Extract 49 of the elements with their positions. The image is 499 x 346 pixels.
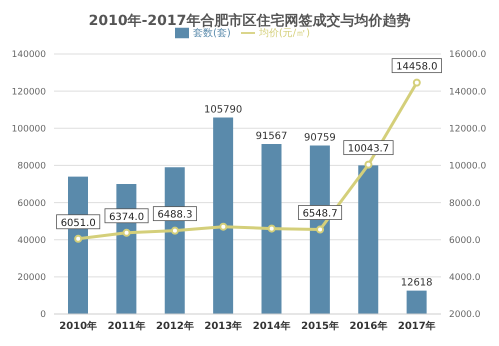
point <box>316 226 324 234</box>
x-tick-label: 2017年 <box>398 320 436 332</box>
y2-tick-label: 4000.0 <box>449 273 481 284</box>
y-tick-label: 20000 <box>17 273 46 284</box>
y2-tick-label: 16000.0 <box>449 50 486 60</box>
data-label: 14458.0 <box>396 62 438 73</box>
y-tick-label: 0 <box>40 310 46 320</box>
x-tick-label: 2013年 <box>204 320 242 332</box>
bar <box>406 290 427 314</box>
data-label: 91567 <box>256 130 288 142</box>
x-tick-label: 2014年 <box>252 320 291 332</box>
y-tick-label: 60000 <box>17 198 46 209</box>
point <box>74 234 82 243</box>
data-label: 6051.0 <box>60 218 96 229</box>
point <box>170 226 179 235</box>
point <box>219 222 228 231</box>
chart-title: 2010年-2017年合肥市区住宅网签成交与均价趋势 <box>88 12 412 29</box>
y2-tick-label: 14000.0 <box>449 87 486 98</box>
point <box>122 228 131 237</box>
data-label: 6374.0 <box>109 212 144 223</box>
point <box>364 160 372 169</box>
legend-label: 套数(套) <box>193 28 231 39</box>
point <box>268 224 276 233</box>
x-tick-label: 2011年 <box>108 320 146 332</box>
bar <box>213 118 234 314</box>
y2-tick-label: 10000.0 <box>449 162 486 172</box>
data-label: 10043.7 <box>348 144 390 155</box>
point <box>412 78 421 87</box>
x-tick-label: 2010年 <box>59 320 98 332</box>
y2-tick-label: 12000.0 <box>449 124 486 134</box>
y-tick-label: 80000 <box>17 162 46 172</box>
legend-label: 均价(元/㎡) <box>258 28 310 39</box>
y2-tick-label: 6000.0 <box>449 236 481 246</box>
y-tick-label: 40000 <box>17 236 46 246</box>
y-tick-label: 120000 <box>12 87 46 98</box>
bar <box>358 165 378 314</box>
data-label: 90759 <box>304 132 336 144</box>
y-tick-label: 100000 <box>12 124 46 134</box>
x-tick-label: 2012年 <box>156 320 194 332</box>
x-tick-label: 2015年 <box>301 320 339 332</box>
y2-tick-label: 8000.0 <box>449 198 481 209</box>
data-label: 12618 <box>400 278 433 289</box>
data-label: 6488.3 <box>157 210 192 221</box>
y2-tick-label: 2000.0 <box>449 310 481 320</box>
data-label: 105790 <box>204 104 242 116</box>
x-tick-label: 2016年 <box>350 320 388 332</box>
data-label: 6548.7 <box>302 208 338 220</box>
y-tick-label: 140000 <box>12 50 46 60</box>
bar <box>262 144 282 314</box>
